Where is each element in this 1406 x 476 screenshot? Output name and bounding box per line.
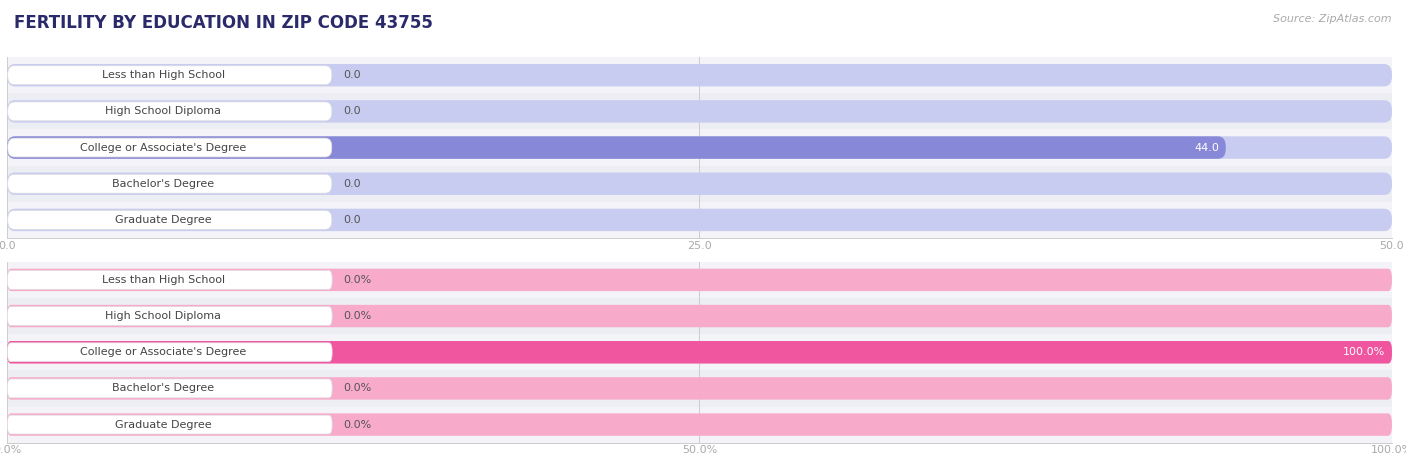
Text: Graduate Degree: Graduate Degree — [115, 419, 211, 430]
Text: FERTILITY BY EDUCATION IN ZIP CODE 43755: FERTILITY BY EDUCATION IN ZIP CODE 43755 — [14, 14, 433, 32]
Text: College or Associate's Degree: College or Associate's Degree — [80, 142, 246, 153]
Text: Bachelor's Degree: Bachelor's Degree — [112, 178, 214, 189]
Text: College or Associate's Degree: College or Associate's Degree — [80, 347, 246, 357]
FancyBboxPatch shape — [7, 270, 332, 289]
Text: Less than High School: Less than High School — [101, 275, 225, 285]
FancyBboxPatch shape — [7, 202, 1392, 238]
FancyBboxPatch shape — [7, 136, 1392, 159]
FancyBboxPatch shape — [7, 341, 1392, 364]
FancyBboxPatch shape — [7, 138, 332, 157]
FancyBboxPatch shape — [7, 172, 1392, 195]
Text: High School Diploma: High School Diploma — [105, 311, 221, 321]
FancyBboxPatch shape — [7, 208, 1392, 231]
Text: 0.0%: 0.0% — [343, 275, 371, 285]
Text: 0.0: 0.0 — [343, 178, 361, 189]
FancyBboxPatch shape — [7, 100, 1392, 123]
FancyBboxPatch shape — [7, 136, 1226, 159]
FancyBboxPatch shape — [7, 174, 332, 193]
FancyBboxPatch shape — [7, 93, 1392, 129]
FancyBboxPatch shape — [7, 66, 332, 85]
Text: 100.0%: 100.0% — [1343, 347, 1385, 357]
FancyBboxPatch shape — [7, 64, 1392, 87]
FancyBboxPatch shape — [7, 341, 1392, 364]
FancyBboxPatch shape — [7, 379, 332, 398]
Text: 0.0: 0.0 — [343, 70, 361, 80]
Text: Graduate Degree: Graduate Degree — [115, 215, 211, 225]
FancyBboxPatch shape — [7, 166, 1392, 202]
Text: High School Diploma: High School Diploma — [105, 106, 221, 117]
FancyBboxPatch shape — [7, 298, 1392, 334]
FancyBboxPatch shape — [7, 129, 1392, 166]
FancyBboxPatch shape — [7, 415, 332, 434]
FancyBboxPatch shape — [7, 102, 332, 121]
Text: Less than High School: Less than High School — [101, 70, 225, 80]
Text: 0.0%: 0.0% — [343, 311, 371, 321]
FancyBboxPatch shape — [7, 343, 332, 362]
FancyBboxPatch shape — [7, 210, 332, 229]
Text: 0.0: 0.0 — [343, 215, 361, 225]
FancyBboxPatch shape — [7, 370, 1392, 407]
FancyBboxPatch shape — [7, 307, 332, 326]
Text: Bachelor's Degree: Bachelor's Degree — [112, 383, 214, 394]
Text: 44.0: 44.0 — [1194, 142, 1219, 153]
Text: 0.0%: 0.0% — [343, 383, 371, 394]
Text: 0.0%: 0.0% — [343, 419, 371, 430]
FancyBboxPatch shape — [7, 57, 1392, 93]
FancyBboxPatch shape — [7, 262, 1392, 298]
FancyBboxPatch shape — [7, 413, 1392, 436]
Text: 0.0: 0.0 — [343, 106, 361, 117]
FancyBboxPatch shape — [7, 334, 1392, 370]
Text: Source: ZipAtlas.com: Source: ZipAtlas.com — [1274, 14, 1392, 24]
FancyBboxPatch shape — [7, 305, 1392, 327]
FancyBboxPatch shape — [7, 377, 1392, 400]
FancyBboxPatch shape — [7, 407, 1392, 443]
FancyBboxPatch shape — [7, 268, 1392, 291]
